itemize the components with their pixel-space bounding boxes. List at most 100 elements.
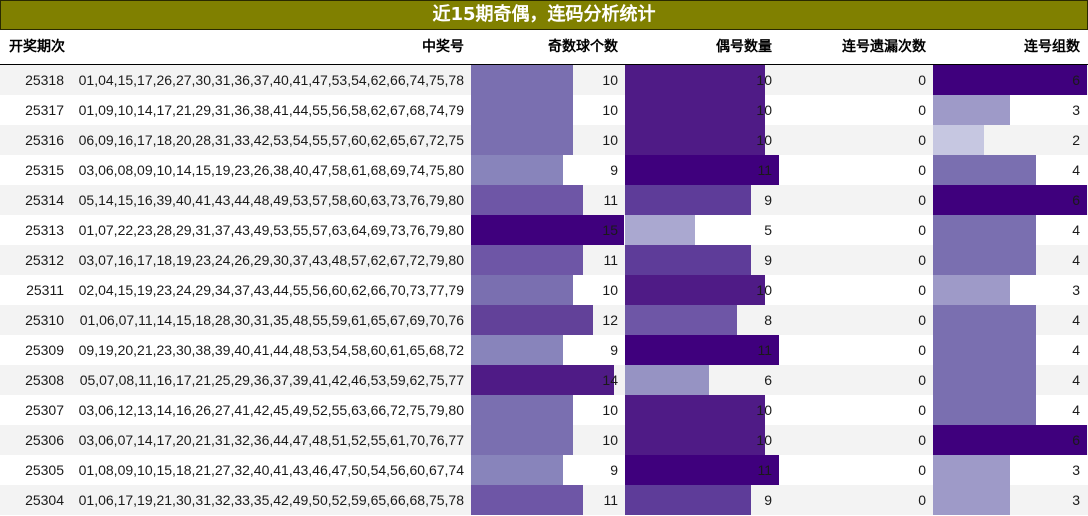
consecutive-groups-bar (933, 95, 1010, 125)
consecutive-groups-value: 3 (1072, 282, 1080, 298)
odd-count-value: 14 (602, 372, 618, 388)
odd-count-bar (471, 395, 573, 425)
header-period: 开奖期次 (9, 39, 65, 55)
period-cell: 25304 (25, 492, 64, 508)
numbers-cell: 03,06,07,14,17,20,21,31,32,36,44,47,48,5… (78, 432, 464, 448)
even-count-value: 5 (764, 222, 772, 238)
period-cell: 25310 (25, 312, 64, 328)
period-cell: 25305 (25, 462, 64, 478)
table-row: 25309 09,19,20,21,23,30,38,39,40,41,44,48… (0, 335, 1088, 365)
even-count-value: 11 (757, 162, 772, 178)
consecutive-groups-bar (933, 275, 1010, 305)
consecutive-miss-value: 0 (918, 72, 926, 88)
consecutive-miss-value: 0 (918, 102, 926, 118)
consecutive-miss-value: 0 (918, 402, 926, 418)
table-row: 25313 01,07,22,23,28,29,31,37,43,49,53,55… (0, 215, 1088, 245)
period-cell: 25308 (25, 372, 64, 388)
consecutive-miss-value: 0 (918, 372, 926, 388)
even-count-bar (625, 365, 709, 395)
even-count-value: 10 (756, 102, 772, 118)
numbers-cell: 01,08,09,10,15,18,21,27,32,40,41,43,46,4… (78, 462, 464, 478)
odd-count-value: 15 (602, 222, 618, 238)
even-count-bar (625, 65, 765, 95)
odd-count-value: 10 (602, 282, 618, 298)
odd-count-bar (471, 485, 583, 515)
even-count-bar (625, 245, 751, 275)
table-row: 25305 01,08,09,10,15,18,21,27,32,40,41,43… (0, 455, 1088, 485)
consecutive-groups-value: 3 (1072, 492, 1080, 508)
header-even-count: 偶号数量 (716, 39, 772, 55)
consecutive-groups-value: 4 (1072, 162, 1080, 178)
header-consecutive-miss: 连号遗漏次数 (842, 39, 926, 55)
header-odd-count: 奇数球个数 (548, 39, 618, 55)
period-cell: 25316 (25, 132, 64, 148)
odd-count-bar (471, 425, 573, 455)
even-count-value: 11 (757, 342, 772, 358)
numbers-cell: 01,09,10,14,17,21,29,31,36,38,41,44,55,5… (78, 102, 464, 118)
even-count-value: 10 (756, 282, 772, 298)
even-count-bar (625, 485, 751, 515)
even-count-value: 9 (764, 192, 772, 208)
consecutive-miss-value: 0 (918, 162, 926, 178)
odd-count-value: 10 (602, 102, 618, 118)
numbers-cell: 06,09,16,17,18,20,28,31,33,42,53,54,55,5… (78, 132, 464, 148)
period-cell: 25314 (25, 192, 64, 208)
odd-count-bar (471, 65, 573, 95)
consecutive-groups-value: 4 (1072, 342, 1080, 358)
even-count-value: 6 (764, 372, 772, 388)
consecutive-groups-bar (933, 305, 1036, 335)
even-count-bar (625, 335, 779, 365)
odd-count-value: 9 (610, 342, 618, 358)
header-numbers: 中奖号 (422, 39, 464, 55)
period-cell: 25306 (25, 432, 64, 448)
table-row: 25314 05,14,15,16,39,40,41,43,44,48,49,53… (0, 185, 1088, 215)
even-count-value: 11 (757, 462, 772, 478)
consecutive-groups-bar (933, 455, 1010, 485)
consecutive-miss-value: 0 (918, 462, 926, 478)
odd-count-bar (471, 455, 563, 485)
odd-count-bar (471, 215, 624, 245)
numbers-cell: 01,06,17,19,21,30,31,32,33,35,42,49,50,5… (78, 492, 464, 508)
consecutive-groups-bar (933, 215, 1036, 245)
table-row: 25316 06,09,16,17,18,20,28,31,33,42,53,54… (0, 125, 1088, 155)
consecutive-miss-value: 0 (918, 432, 926, 448)
even-count-bar (625, 125, 765, 155)
odd-count-value: 10 (602, 72, 618, 88)
odd-count-value: 9 (610, 162, 618, 178)
period-cell: 25313 (25, 222, 64, 238)
table-row: 25311 02,04,15,19,23,24,29,34,37,43,44,55… (0, 275, 1088, 305)
table-row: 25307 03,06,12,13,14,16,26,27,41,42,45,49… (0, 395, 1088, 425)
table-body: 25318 01,04,15,17,26,27,30,31,36,37,40,41… (0, 65, 1088, 515)
consecutive-groups-bar (933, 245, 1036, 275)
consecutive-miss-value: 0 (918, 312, 926, 328)
even-count-value: 10 (756, 402, 772, 418)
period-cell: 25317 (25, 102, 64, 118)
odd-count-bar (471, 125, 573, 155)
even-count-value: 9 (764, 492, 772, 508)
odd-count-value: 11 (603, 252, 618, 268)
odd-count-bar (471, 155, 563, 185)
consecutive-groups-value: 3 (1072, 462, 1080, 478)
even-count-value: 10 (756, 72, 772, 88)
even-count-value: 10 (756, 132, 772, 148)
table-row: 25308 05,07,08,11,16,17,21,25,29,36,37,39… (0, 365, 1088, 395)
table-row: 25310 01,06,07,11,14,15,18,28,30,31,35,48… (0, 305, 1088, 335)
even-count-bar (625, 455, 779, 485)
period-cell: 25318 (25, 72, 64, 88)
odd-count-bar (471, 335, 563, 365)
even-count-bar (625, 185, 751, 215)
odd-count-value: 10 (602, 432, 618, 448)
even-count-bar (625, 95, 765, 125)
even-count-value: 9 (764, 252, 772, 268)
consecutive-miss-value: 0 (918, 132, 926, 148)
numbers-cell: 01,06,07,11,14,15,18,28,30,31,35,48,55,5… (79, 312, 464, 328)
consecutive-groups-bar (933, 335, 1036, 365)
consecutive-miss-value: 0 (918, 252, 926, 268)
table-title: 近15期奇偶，连码分析统计 (0, 0, 1088, 30)
numbers-cell: 03,07,16,17,18,19,23,24,26,29,30,37,43,4… (78, 252, 464, 268)
even-count-value: 8 (764, 312, 772, 328)
consecutive-groups-value: 4 (1072, 402, 1080, 418)
consecutive-miss-value: 0 (918, 222, 926, 238)
consecutive-groups-bar (933, 125, 984, 155)
numbers-cell: 01,07,22,23,28,29,31,37,43,49,53,55,57,6… (78, 222, 464, 238)
